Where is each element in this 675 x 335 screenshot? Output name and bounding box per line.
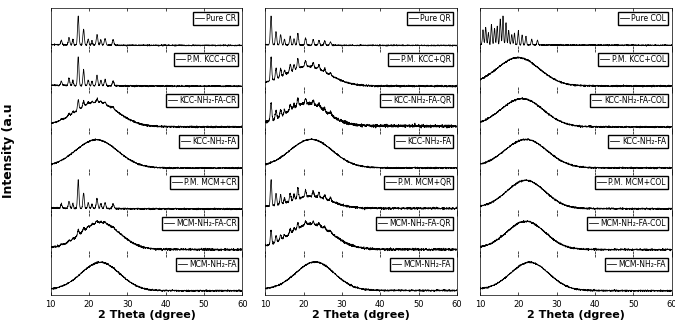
Legend: MCM-NH₂-FA: MCM-NH₂-FA — [390, 258, 453, 271]
Legend: MCM-NH₂-FA: MCM-NH₂-FA — [176, 258, 238, 271]
Legend: KCC-NH₂-FA: KCC-NH₂-FA — [394, 135, 453, 148]
Legend: Pure COL: Pure COL — [618, 12, 668, 25]
X-axis label: 2 Theta (dgree): 2 Theta (dgree) — [97, 310, 195, 320]
Legend: MCM-NH₂-FA: MCM-NH₂-FA — [605, 258, 668, 271]
Legend: Pure QR: Pure QR — [407, 12, 453, 25]
Legend: KCC-NH₂-FA-CR: KCC-NH₂-FA-CR — [166, 94, 238, 107]
Legend: MCM-NH₂-FA-QR: MCM-NH₂-FA-QR — [376, 217, 453, 229]
Legend: MCM-NH₂-FA-CR: MCM-NH₂-FA-CR — [163, 217, 238, 229]
Legend: P.M. MCM+CR: P.M. MCM+CR — [171, 176, 238, 189]
Legend: KCC-NH₂-FA: KCC-NH₂-FA — [608, 135, 668, 148]
Legend: P.M. KCC+CR: P.M. KCC+CR — [174, 53, 238, 66]
Legend: KCC-NH₂-FA-QR: KCC-NH₂-FA-QR — [379, 94, 453, 107]
Legend: MCM-NH₂-FA-COL: MCM-NH₂-FA-COL — [587, 217, 668, 229]
Legend: P.M. KCC+QR: P.M. KCC+QR — [388, 53, 453, 66]
Legend: Pure CR: Pure CR — [193, 12, 238, 25]
Legend: KCC-NH₂-FA-COL: KCC-NH₂-FA-COL — [591, 94, 668, 107]
X-axis label: 2 Theta (dgree): 2 Theta (dgree) — [312, 310, 410, 320]
X-axis label: 2 Theta (dgree): 2 Theta (dgree) — [527, 310, 625, 320]
Legend: P.M. MCM+COL: P.M. MCM+COL — [595, 176, 668, 189]
Legend: P.M. KCC+COL: P.M. KCC+COL — [599, 53, 668, 66]
Legend: KCC-NH₂-FA: KCC-NH₂-FA — [179, 135, 238, 148]
Legend: P.M. MCM+QR: P.M. MCM+QR — [385, 176, 453, 189]
Text: Intensity (a.u: Intensity (a.u — [1, 104, 15, 198]
